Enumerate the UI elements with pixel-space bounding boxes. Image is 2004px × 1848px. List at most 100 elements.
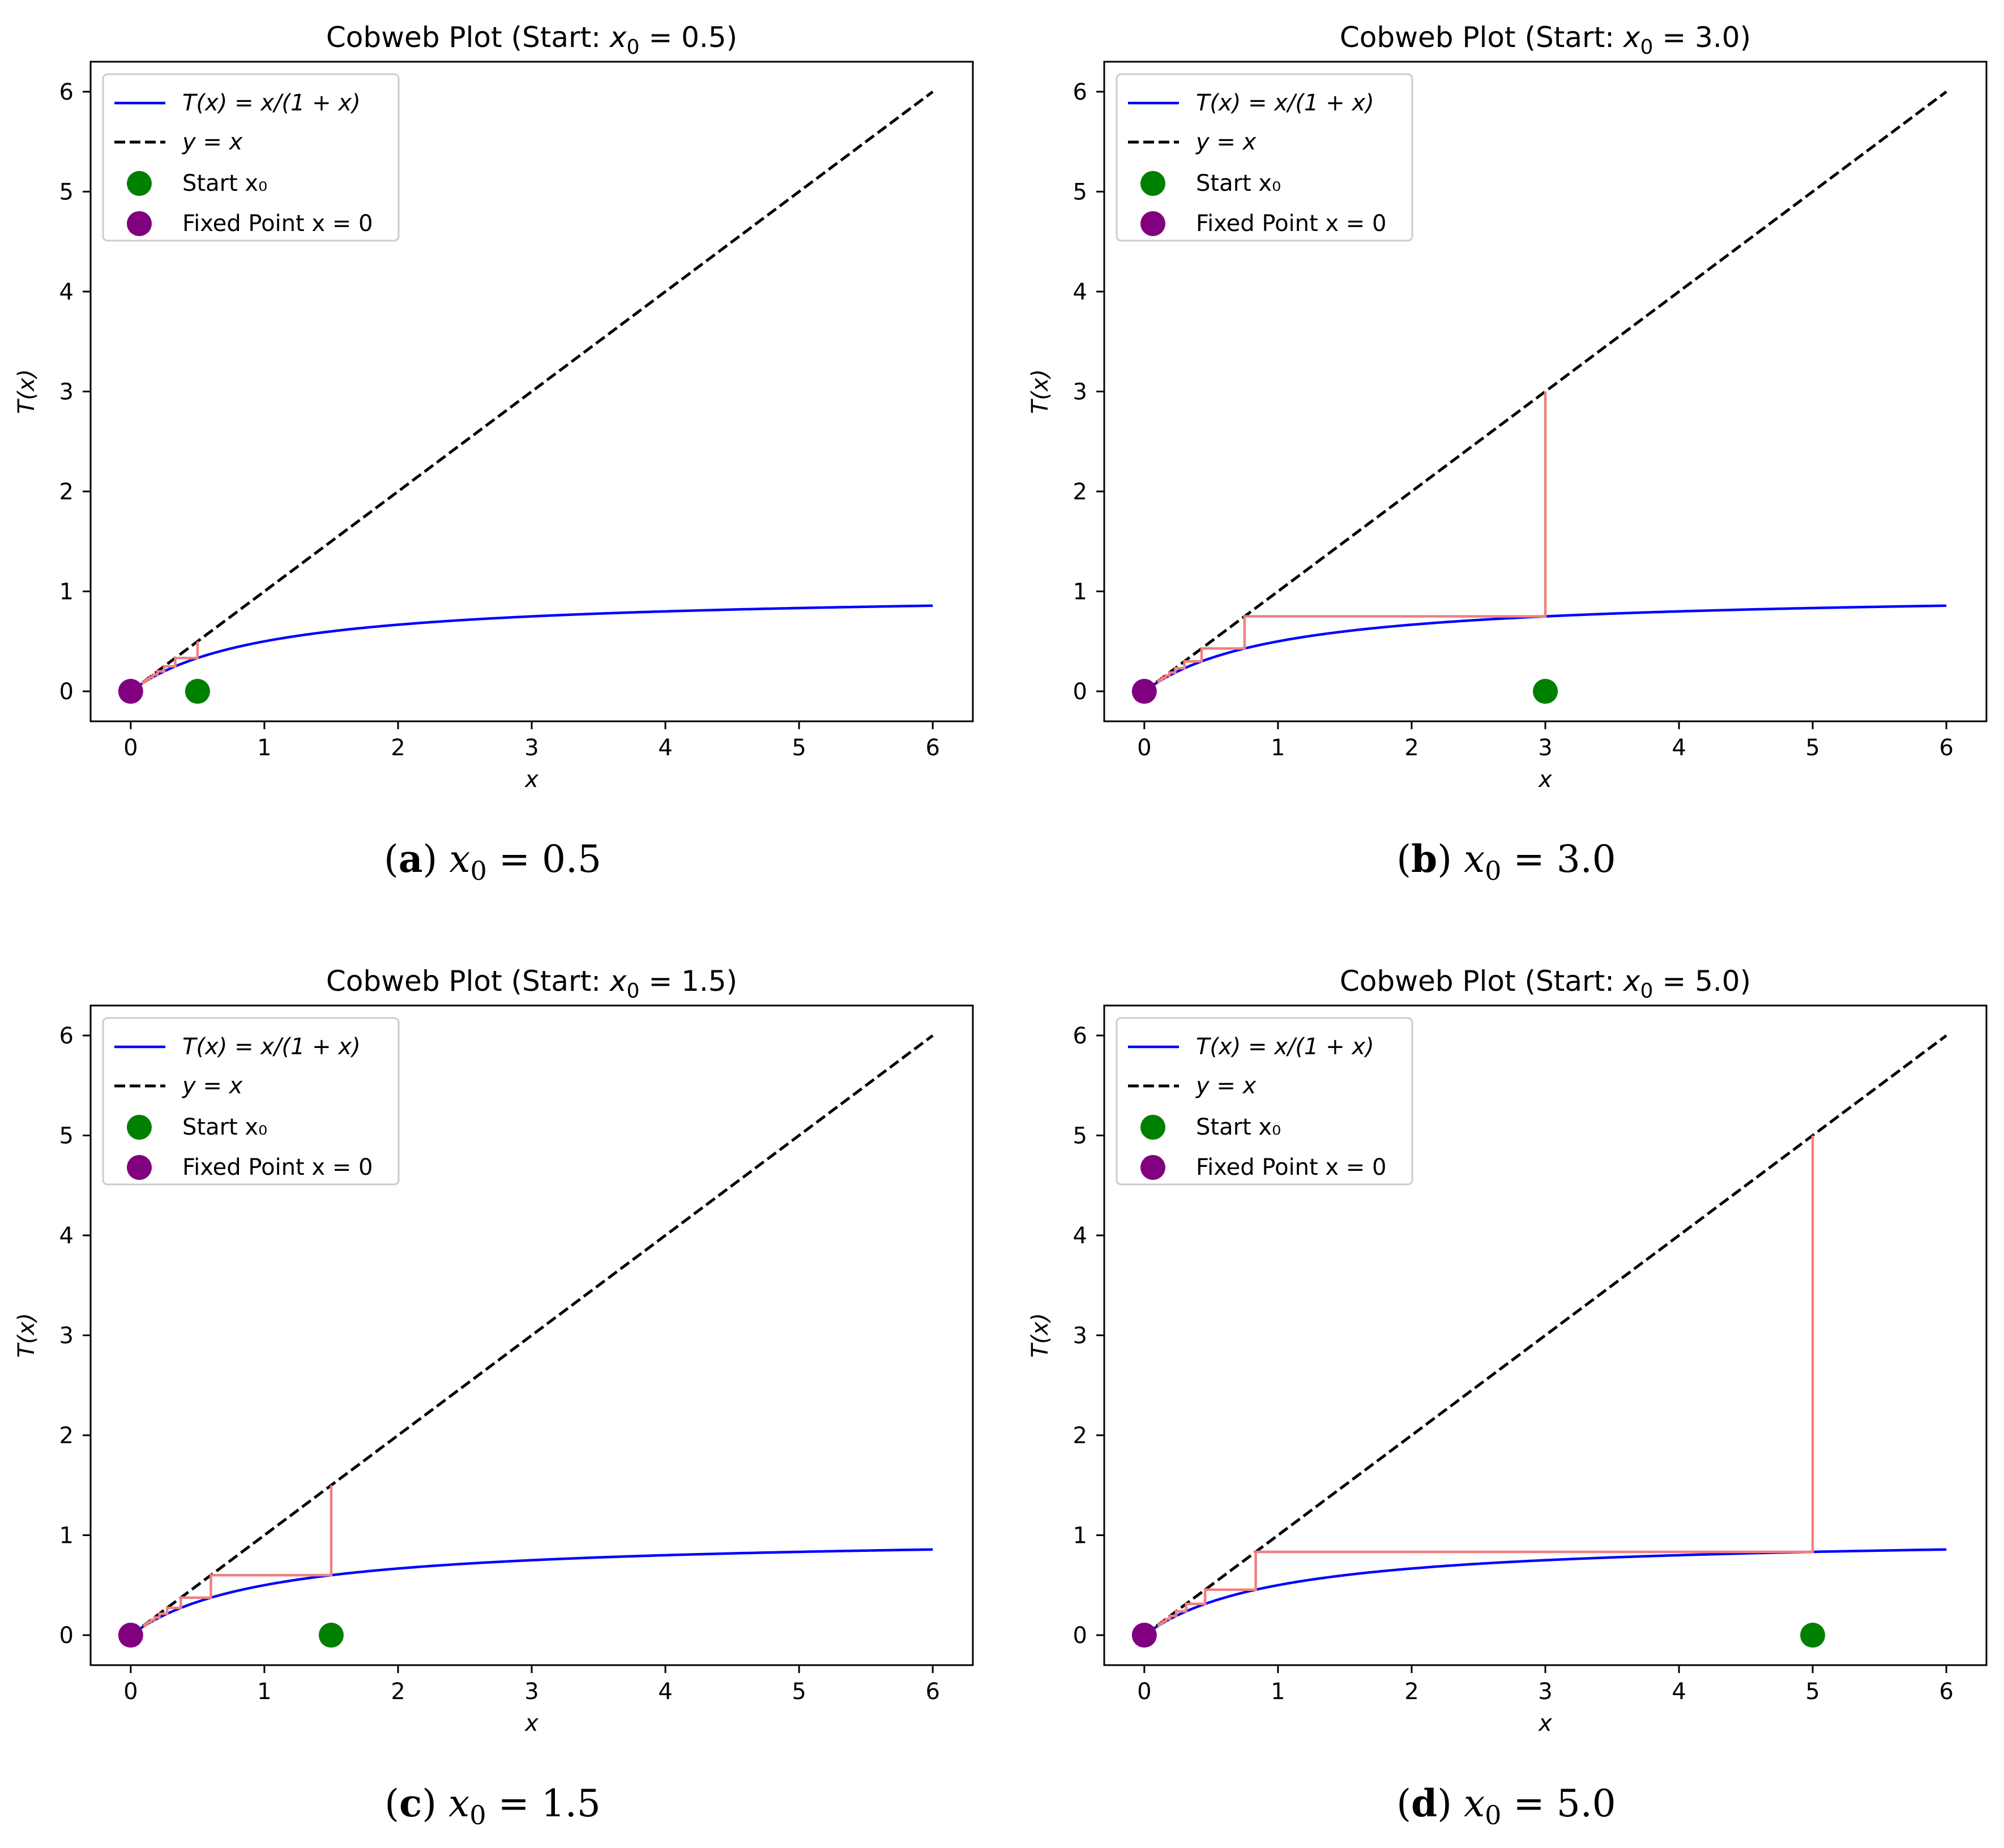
legend-label-start: Start x₀ [1196,170,1281,196]
y-tick-label: 6 [1073,79,1087,105]
x-tick-label: 0 [1137,1679,1151,1705]
y-tick-label: 1 [1073,1523,1087,1549]
identity-line [130,90,934,693]
x-tick-label: 4 [1672,1679,1686,1705]
x-tick-label: 6 [1939,1679,1953,1705]
x-tick-label: 2 [391,1679,405,1705]
x-tick-label: 6 [925,1679,939,1705]
x-tick-label: 6 [1939,735,1953,761]
fixed-point-marker [118,1623,143,1648]
legend-box [1116,73,1413,242]
legend-label-identity: y = x [182,1073,243,1099]
identity-line [1143,1034,1947,1637]
panel-caption: (b) x0 = 3.0 [1396,837,1616,886]
cobweb-path [1157,391,1547,683]
legend-label-start: Start x₀ [1196,1114,1281,1140]
legend-swatch-fixed [1140,1155,1165,1180]
legend-swatch-start [127,171,152,196]
x-axis-label: x [1537,767,1552,793]
y-tick-label: 2 [1073,479,1087,505]
panel-caption: (c) x0 = 1.5 [384,1781,600,1830]
legend-label-identity: y = x [182,129,243,155]
legend-box [1116,1017,1413,1186]
y-axis-label: T(x) [1027,1313,1053,1358]
x-tick-label: 5 [792,735,806,761]
legend-label-curve: T(x) = x/(1 + x) [182,1034,361,1060]
start-point-marker [1800,1623,1826,1648]
y-tick-label: 3 [1073,379,1087,405]
y-axis-label: T(x) [1027,369,1053,414]
y-tick-label: 0 [59,679,74,705]
chart-title: Cobweb Plot (Start: x0 = 3.0) [1340,21,1751,59]
curve-line [130,1548,933,1636]
cobweb-path [1157,1135,1814,1627]
y-tick-label: 3 [59,379,74,405]
x-tick-label: 3 [524,735,539,761]
legend-swatch-fixed [127,1155,152,1180]
legend-swatch-start [1140,1115,1165,1140]
identity-line [130,1034,934,1637]
y-tick-label: 6 [1073,1023,1087,1049]
x-tick-label: 2 [391,735,405,761]
y-tick-label: 4 [59,1223,74,1249]
fixed-point-marker [1131,679,1157,704]
chart-title: Cobweb Plot (Start: x0 = 0.5) [326,21,737,59]
x-tick-label: 2 [1404,735,1418,761]
y-tick-label: 3 [59,1323,74,1349]
legend-label-identity: y = x [1195,1073,1257,1099]
legend-label-curve: T(x) = x/(1 + x) [182,90,361,116]
y-tick-label: 1 [59,579,74,605]
legend-swatch-start [1140,171,1165,196]
y-tick-label: 1 [59,1523,74,1549]
y-tick-label: 0 [59,1623,74,1649]
y-tick-label: 4 [1073,1223,1087,1249]
panel-caption: (a) x0 = 0.5 [384,837,601,886]
legend-label-fixed: Fixed Point x = 0 [1196,1154,1386,1180]
legend-box [102,1017,400,1186]
panel-c: Cobweb Plot (Start: x0 = 1.5) 0 1 2 3 4 5 6 0 1 2 3… [14,965,974,1830]
x-tick-label: 6 [925,735,939,761]
x-axis-label: x [1537,1710,1552,1736]
panel-caption: (d) x0 = 5.0 [1396,1781,1616,1830]
legend-label-fixed: Fixed Point x = 0 [182,1154,373,1180]
x-axis-label: x [524,1710,539,1736]
y-tick-label: 6 [59,1023,74,1049]
y-tick-label: 2 [59,479,74,505]
legend-swatch-start [127,1115,152,1140]
start-point-marker [1533,679,1558,704]
x-tick-label: 4 [658,735,672,761]
curve-line [1143,604,1947,692]
identity-line [1143,90,1947,693]
y-axis-label: T(x) [14,369,40,414]
fixed-point-marker [1131,1623,1157,1648]
legend-label-fixed: Fixed Point x = 0 [182,211,373,237]
x-tick-label: 5 [792,1679,806,1705]
panel-d: Cobweb Plot (Start: x0 = 5.0) 0 1 2 3 4 5 6 0 1 2 3… [1027,965,1988,1830]
panel-a: Cobweb Plot (Start: x0 = 0.5) 0 1 2 3 4 5 6 0 1 2 3… [14,21,974,886]
legend-label-fixed: Fixed Point x = 0 [1196,211,1386,237]
x-tick-label: 0 [123,735,138,761]
y-tick-label: 5 [1073,1123,1087,1149]
legend-swatch-fixed [1140,211,1165,236]
x-tick-label: 1 [1271,1679,1285,1705]
x-tick-label: 1 [257,1679,271,1705]
chart-title: Cobweb Plot (Start: x0 = 5.0) [1340,965,1751,1003]
start-point-marker [318,1623,344,1648]
x-tick-label: 1 [257,735,271,761]
legend-label-start: Start x₀ [182,1114,267,1140]
x-tick-label: 5 [1805,735,1819,761]
legend-swatch-fixed [127,211,152,236]
chart-title: Cobweb Plot (Start: x0 = 1.5) [326,965,737,1003]
y-tick-label: 2 [1073,1423,1087,1449]
y-tick-label: 2 [59,1423,74,1449]
y-tick-label: 4 [1073,279,1087,305]
legend-box [102,73,400,242]
x-tick-label: 3 [1538,735,1552,761]
y-axis-label: T(x) [14,1313,40,1358]
x-tick-label: 0 [1137,735,1151,761]
y-tick-label: 6 [59,79,74,105]
y-tick-label: 4 [59,279,74,305]
start-point-marker [185,679,210,704]
